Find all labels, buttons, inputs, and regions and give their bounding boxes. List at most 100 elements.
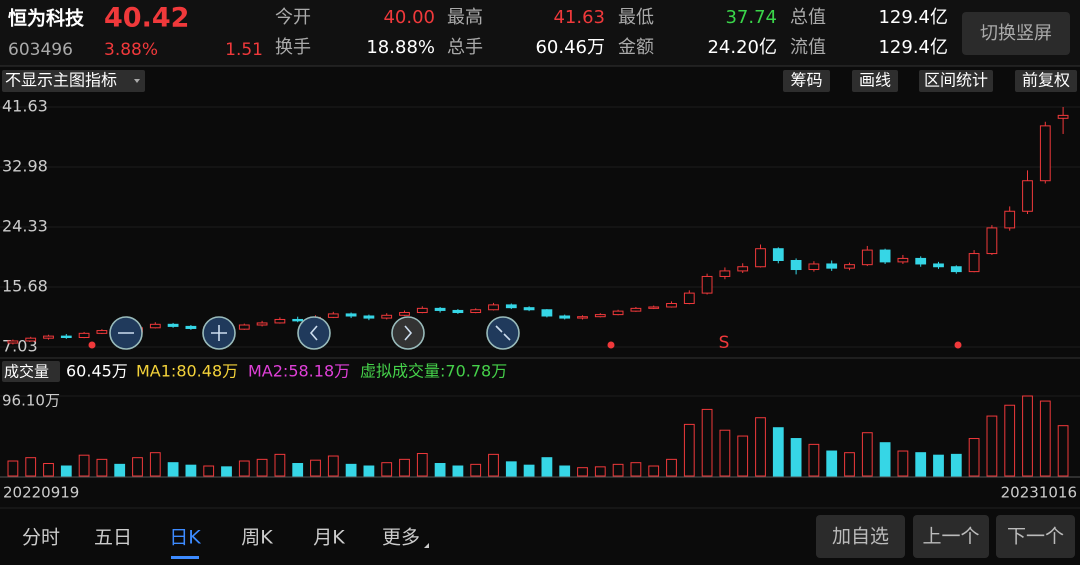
stat-value: 129.4亿 <box>878 7 948 28</box>
volume-bar <box>274 453 286 477</box>
candle-body <box>612 310 624 316</box>
candle-body <box>149 323 161 329</box>
candle-body <box>915 257 927 265</box>
candle-body <box>381 314 393 319</box>
orientation-label[interactable]: 切换竖屏 <box>980 23 1052 44</box>
candle-body <box>256 322 268 326</box>
stat-label: 总值 <box>790 7 826 28</box>
candle-body <box>399 312 410 316</box>
volume-bar <box>256 458 268 477</box>
stat-label: 金额 <box>618 37 654 58</box>
tool-label[interactable]: 前复权 <box>1022 71 1070 90</box>
tool-button[interactable] <box>783 70 830 92</box>
tab[interactable]: 分时 <box>22 527 60 549</box>
volume-bar <box>488 453 499 477</box>
candle-body <box>648 306 660 309</box>
indicator-label[interactable]: 不显示主图指标 <box>5 71 117 90</box>
stat-value: 24.20亿 <box>707 37 777 58</box>
tool-button[interactable] <box>1015 70 1077 92</box>
volume-bar <box>879 442 891 477</box>
volume-label[interactable]: 成交量 <box>4 363 49 381</box>
candle-body <box>416 307 428 314</box>
volume-bar <box>221 466 232 477</box>
nav-button[interactable] <box>391 316 425 350</box>
candle-body <box>986 227 998 255</box>
tool-label[interactable]: 画线 <box>859 71 891 90</box>
candle-body <box>808 263 820 271</box>
action-button[interactable] <box>913 515 989 558</box>
volume-bar <box>808 443 820 477</box>
candle-body <box>7 340 19 344</box>
volume-bar <box>132 457 143 477</box>
tab[interactable]: 周K <box>241 527 273 549</box>
candle-body <box>559 315 571 319</box>
tool-label[interactable]: 区间统计 <box>924 71 988 90</box>
volume-chart: 96.10万 <box>0 392 1080 477</box>
action-button[interactable] <box>996 515 1075 558</box>
volume-bar <box>701 408 713 477</box>
volume-bar <box>470 463 482 477</box>
nav-overlay <box>109 316 520 350</box>
tool-label[interactable]: 筹码 <box>790 71 822 90</box>
stat-value: 129.4亿 <box>878 37 948 58</box>
candle-body <box>470 309 482 314</box>
candle-body <box>861 249 873 266</box>
volume-bar <box>950 453 962 477</box>
candle-body <box>968 253 980 273</box>
volume-select[interactable] <box>2 361 60 382</box>
tab[interactable]: 月K <box>313 527 345 549</box>
candle-body <box>60 335 72 338</box>
volume-bar <box>737 435 749 477</box>
stock-price: 40.42 <box>104 3 189 34</box>
candle-body <box>772 248 784 262</box>
volume-bar <box>505 461 517 477</box>
action-label[interactable]: 加自选 <box>832 526 889 548</box>
signal-dot <box>954 341 962 349</box>
candle-body <box>274 318 286 324</box>
action-button[interactable] <box>816 515 905 558</box>
volume-bar <box>149 452 161 477</box>
volume-bar <box>577 467 588 477</box>
stat-label: 最低 <box>618 7 654 28</box>
tab[interactable]: 五日 <box>94 527 132 549</box>
candle-body <box>43 335 54 339</box>
y-tick-label: 32.98 <box>2 157 48 176</box>
volume-bar <box>541 457 553 477</box>
action-label[interactable]: 上一个 <box>922 526 979 548</box>
bottom-bar: 分时 五日 日K 周K 月K 更多 加自选 上一个 下一个 <box>0 507 1080 559</box>
volume-bar <box>292 463 304 477</box>
y-tick-label: 24.33 <box>2 217 48 236</box>
stock-code: 603496 <box>8 40 73 60</box>
stock-name: 恒为科技 <box>8 7 85 30</box>
action-label[interactable]: 下一个 <box>1007 526 1064 548</box>
volume-bar <box>185 464 197 477</box>
volume-bar <box>523 464 535 477</box>
candle-body <box>452 309 464 314</box>
candle-body <box>950 266 962 273</box>
stat-value: 18.88% <box>366 37 435 58</box>
volume-bar <box>25 457 37 477</box>
tool-button[interactable] <box>852 70 898 92</box>
tool-button[interactable] <box>919 70 993 92</box>
more-arrow <box>424 543 429 548</box>
candle-body <box>666 303 677 308</box>
tab[interactable]: 更多 <box>382 527 420 549</box>
candle-body <box>541 309 553 317</box>
stat-label: 最高 <box>447 7 483 28</box>
candle-body <box>25 337 37 342</box>
volume-bar <box>399 458 410 477</box>
tab[interactable]: 日K <box>169 527 201 549</box>
candle-body <box>523 307 535 311</box>
orientation-button[interactable] <box>962 12 1070 55</box>
volume-bar <box>452 465 464 477</box>
indicator-select[interactable] <box>2 70 145 92</box>
nav-button[interactable] <box>297 316 331 350</box>
stat-label: 流值 <box>790 37 826 58</box>
candle-body <box>577 316 588 319</box>
candle-body <box>683 292 695 305</box>
candle-body <box>737 266 749 272</box>
nav-button[interactable] <box>486 316 520 350</box>
y-tick-label: 96.10万 <box>2 392 60 410</box>
volume-bar <box>310 459 321 477</box>
